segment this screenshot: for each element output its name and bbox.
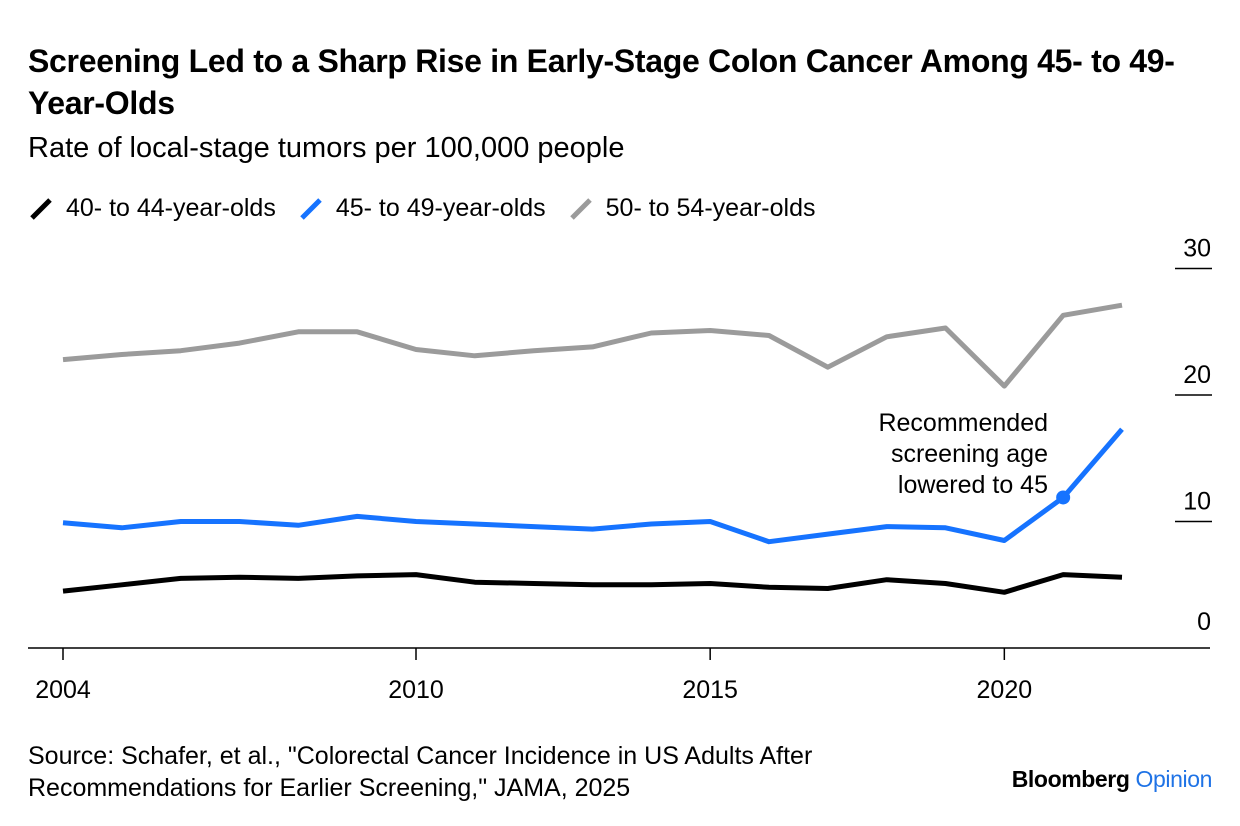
legend-item-50-54: 50- to 54-year-olds	[568, 190, 816, 226]
legend-swatch-gray	[569, 198, 592, 220]
chart-title: Screening Led to a Sharp Rise in Early-S…	[28, 43, 1175, 121]
bloomberg-opinion-logo: Bloomberg Opinion	[1011, 766, 1213, 793]
legend-item-45-49: 45- to 49-year-olds	[298, 190, 546, 226]
y-tick-label: 30	[1183, 235, 1211, 263]
x-tick-label: 2004	[35, 676, 91, 704]
annotation-marker	[1056, 490, 1071, 505]
annotation-text: Recommended	[878, 409, 1048, 437]
legend-swatch-blue	[300, 198, 322, 220]
x-tick-label: 2020	[977, 676, 1033, 704]
y-tick-label: 20	[1183, 361, 1211, 389]
legend-label: 40- to 44-year-olds	[66, 194, 276, 222]
annotation-text: lowered to 45	[898, 471, 1048, 499]
source-note: Source: Schafer, et al., "Colorectal Can…	[28, 742, 813, 802]
series-line-40	[62, 572, 1123, 595]
series-line-50	[62, 302, 1123, 389]
y-tick-label: 10	[1183, 488, 1211, 516]
legend-item-40-44: 40- to 44-year-olds	[28, 190, 276, 226]
legend-label: 50- to 54-year-olds	[605, 194, 816, 222]
y-tick-label: 0	[1197, 608, 1211, 636]
x-tick-label: 2015	[682, 676, 738, 704]
series-line-45	[62, 427, 1124, 545]
x-tick-label: 2010	[388, 676, 444, 704]
chart-subtitle: Rate of local-stage tumors per 100,000 p…	[28, 132, 625, 164]
annotation-text: screening age	[891, 440, 1048, 468]
legend: 40- to 44-year-olds 45- to 49-year-olds …	[28, 190, 815, 226]
legend-label: 45- to 49-year-olds	[335, 194, 546, 222]
legend-swatch-black	[30, 198, 52, 220]
logo-brand: Bloomberg	[1011, 766, 1130, 792]
logo-opinion: Opinion	[1135, 766, 1213, 792]
